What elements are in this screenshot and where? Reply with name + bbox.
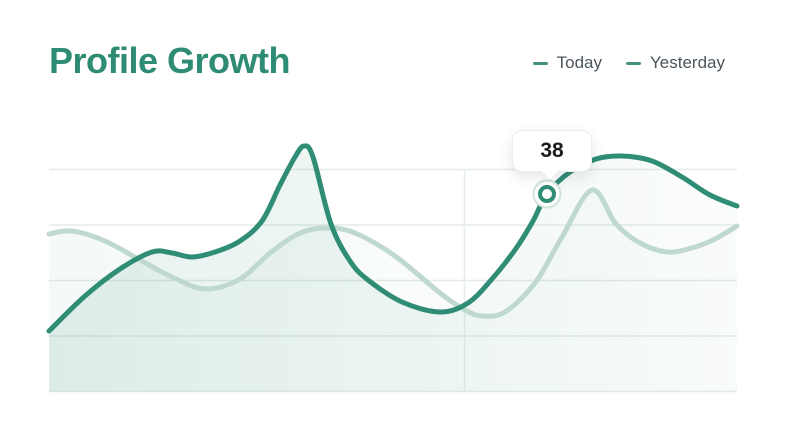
yesterday-line[interactable] <box>46 187 740 319</box>
today-dash-icon <box>532 61 548 65</box>
yesterday-dash-icon <box>626 61 642 65</box>
legend-item-today[interactable]: Today <box>532 53 603 73</box>
tooltip-value: 38 <box>540 139 564 162</box>
legend-item-yesterday[interactable]: Yesterday <box>626 53 725 73</box>
chart-tooltip: 38 <box>512 130 592 181</box>
highlight-marker[interactable] <box>532 179 562 209</box>
legend-label-today: Today <box>556 53 603 72</box>
today-line[interactable] <box>46 143 740 334</box>
today-area-fill <box>49 145 737 392</box>
page-title: Profile Growth <box>49 40 291 81</box>
chart-legend: Today Yesterday <box>532 53 725 73</box>
legend-label-yesterday: Yesterday <box>650 53 725 72</box>
